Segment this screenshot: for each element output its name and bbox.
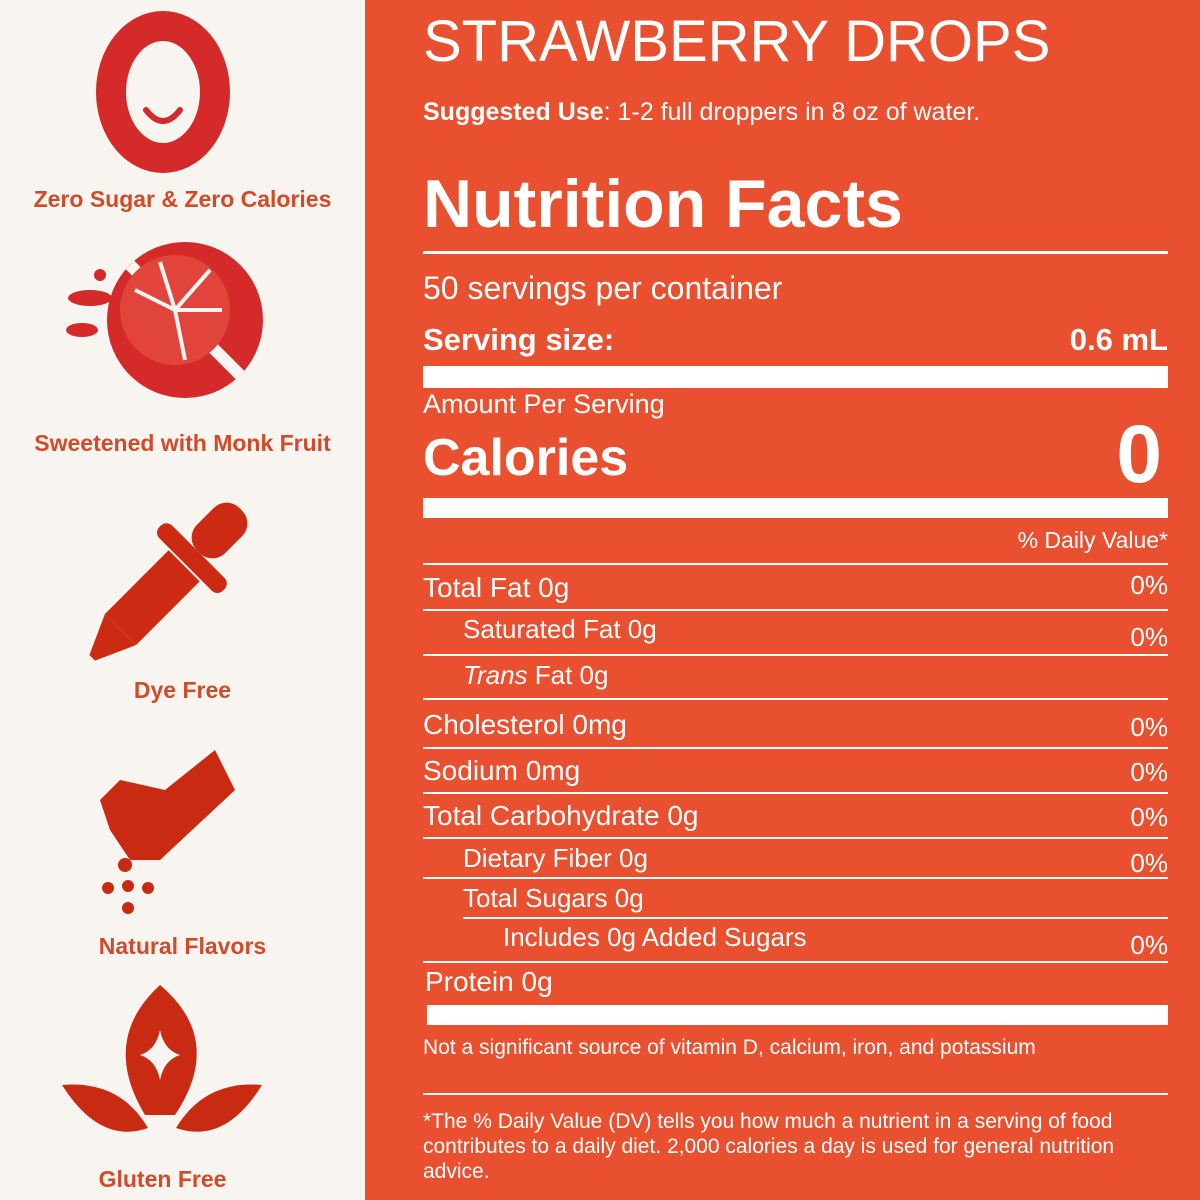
daily-value: 0%	[1130, 802, 1168, 832]
flavors-icon	[100, 750, 235, 914]
calories-label: Calories	[423, 429, 629, 487]
suggested-use: Suggested Use: 1-2 full droppers in 8 oz…	[423, 98, 980, 127]
label-title: Nutrition Facts	[423, 166, 903, 242]
nutrient-label: Cholesterol 0mg	[423, 709, 627, 740]
nutrient-label: Includes 0g Added Sugars	[503, 922, 807, 952]
daily-value-header: % Daily Value*	[1017, 527, 1168, 553]
nutrient-label: Trans Fat 0g	[463, 660, 608, 691]
divider	[463, 917, 1168, 919]
feature-label: Natural Flavors	[98, 933, 267, 959]
monk-fruit-icon	[66, 242, 263, 398]
nutrient-label: Total Sugars 0g	[463, 883, 644, 913]
suggested-use-label: Suggested Use	[423, 98, 604, 126]
feature-label: Dye Free	[133, 677, 232, 703]
feature-label: Zero Sugar & Zero Calories	[33, 186, 332, 212]
features-panel: Zero Sugar & Zero Calories Sweetened wit…	[0, 0, 365, 1200]
daily-value: 0%	[1130, 622, 1168, 652]
feature-label: Sweetened with Monk Fruit	[34, 430, 331, 456]
daily-value: 0%	[1130, 848, 1168, 878]
divider	[423, 961, 1168, 963]
thick-bar	[423, 498, 1168, 518]
servings: 50 servings per container	[423, 270, 783, 306]
footnote: *The % Daily Value (DV) tells you how mu…	[423, 1110, 1115, 1183]
divider	[423, 563, 1168, 565]
suggested-use-text: : 1-2 full droppers in 8 oz of water.	[603, 98, 981, 126]
divider	[423, 654, 1168, 656]
feature-label: Gluten Free	[98, 1166, 227, 1192]
feature-icons	[62, 11, 263, 1132]
divider	[423, 877, 1168, 879]
divider	[423, 792, 1168, 794]
daily-value: 0%	[1130, 712, 1168, 742]
nutrient-label: Protein 0g	[425, 966, 553, 997]
divider	[423, 609, 1168, 611]
thick-bar	[427, 1005, 1168, 1025]
divider	[423, 837, 1168, 839]
gluten-free-icon	[62, 985, 262, 1132]
nutrient-label: Saturated Fat 0g	[463, 614, 657, 644]
nutrient-label: Total Fat 0g	[423, 572, 570, 603]
divider	[423, 1093, 1168, 1095]
serving-size-value: 0.6 mL	[1069, 322, 1168, 357]
daily-value: 0%	[1130, 930, 1168, 960]
nutrient-label-rest: Fat 0g	[534, 660, 609, 690]
nutrient-label: Sodium 0mg	[423, 755, 581, 786]
divider	[423, 251, 1168, 254]
nutrient-label: Total Carbohydrate 0g	[423, 800, 699, 831]
zero-icon	[96, 11, 230, 173]
divider	[423, 747, 1168, 749]
thick-bar	[423, 366, 1168, 388]
nutrient-note: Not a significant source of vitamin D, c…	[423, 1036, 1036, 1059]
daily-value: 0%	[1130, 757, 1168, 787]
product-title: STRAWBERRY DROPS	[423, 9, 1051, 74]
daily-value: 0%	[1130, 570, 1168, 600]
serving-size-label: Serving size:	[423, 322, 615, 357]
calories-value: 0	[1116, 409, 1162, 500]
nutrient-label: Dietary Fiber 0g	[463, 843, 648, 873]
nutrient-label-italic: Trans	[463, 660, 528, 690]
dropper-icon	[89, 502, 248, 661]
divider	[423, 698, 1168, 700]
amount-per-serving: Amount Per Serving	[423, 389, 665, 419]
